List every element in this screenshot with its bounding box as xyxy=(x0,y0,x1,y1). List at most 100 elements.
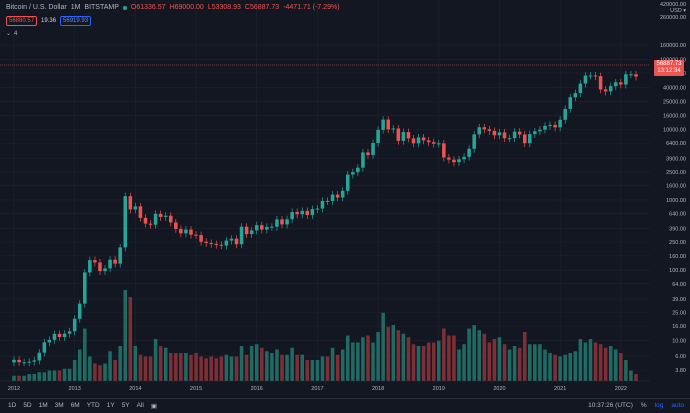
volume-bar xyxy=(123,290,128,381)
candle-body xyxy=(512,131,517,139)
range-button[interactable]: 6M xyxy=(70,402,80,409)
candle-body xyxy=(37,352,42,361)
chart-grid xyxy=(0,0,650,381)
volume-bar xyxy=(72,360,77,381)
volume-bar xyxy=(406,337,411,381)
candle-body xyxy=(376,129,380,144)
volume-bar xyxy=(416,346,421,381)
volume-bar xyxy=(179,353,183,381)
candle-body xyxy=(411,138,416,144)
time-axis-label: 2021 xyxy=(554,386,566,392)
candle-body xyxy=(209,242,213,244)
bar-countdown: 13:12:34 xyxy=(657,68,681,74)
candle-body xyxy=(361,152,365,168)
candle-body xyxy=(32,360,36,362)
interval-label[interactable]: 1M xyxy=(70,4,81,11)
candle-body xyxy=(47,339,52,343)
buy-price-button[interactable]: 56919.93 xyxy=(60,16,92,26)
candle-body xyxy=(199,235,203,242)
volume-bar xyxy=(27,374,31,381)
volume-bar xyxy=(634,374,638,381)
candle-body xyxy=(305,210,310,216)
time-axis-label: 2012 xyxy=(8,386,20,392)
percent-scale-toggle[interactable]: % xyxy=(640,402,647,409)
volume-bar xyxy=(522,332,527,381)
candle-body xyxy=(467,148,471,157)
candle-body xyxy=(371,143,375,155)
range-button[interactable]: 3M xyxy=(54,402,64,409)
range-button[interactable]: 5D xyxy=(23,402,32,409)
candle-body xyxy=(340,190,345,198)
log-scale-toggle[interactable]: log xyxy=(654,402,664,409)
candle-body xyxy=(603,89,608,92)
candle-body xyxy=(629,74,633,76)
candle-body xyxy=(158,213,163,217)
volume-bar xyxy=(578,339,583,381)
price-axis-label: 6400.00 xyxy=(666,141,686,147)
range-button[interactable]: 5Y xyxy=(121,402,130,409)
candle-body xyxy=(386,119,390,130)
volume-bar xyxy=(442,328,446,381)
range-button[interactable]: 1M xyxy=(38,402,48,409)
time-axis[interactable]: 2012 2013 2014 2015 2016 2017 2018 2019 2020 2021… xyxy=(0,380,650,392)
candle-body xyxy=(356,167,360,173)
price-axis-label: 390.00 xyxy=(669,227,686,233)
price-axis-label: 100.00 xyxy=(669,268,686,274)
volume-bar xyxy=(588,339,593,381)
range-button[interactable]: 1D xyxy=(8,402,17,409)
volume-bars xyxy=(12,290,638,381)
volume-bar xyxy=(214,358,219,381)
volume-bar xyxy=(366,335,370,381)
candle-body xyxy=(244,226,249,235)
time-axis-label: 2019 xyxy=(433,386,445,392)
last-price-value: 56887.73 xyxy=(656,61,682,67)
candle-body xyxy=(533,131,537,135)
indicators-toggle[interactable]: ⌄ 4 xyxy=(6,30,18,38)
candle-body xyxy=(290,211,294,220)
volume-bar xyxy=(320,356,325,381)
sell-price-button[interactable]: 56880.57 xyxy=(6,16,38,26)
auto-scale-toggle[interactable]: auto xyxy=(671,402,684,409)
candle-body xyxy=(345,174,350,191)
symbol-name[interactable]: Bitcoin / U.S. Dollar xyxy=(6,4,67,11)
volume-bar xyxy=(57,370,62,381)
volume-bar xyxy=(194,353,198,381)
volume-bar xyxy=(543,349,547,381)
volume-bar xyxy=(204,358,208,381)
time-axis-label: 2020 xyxy=(493,386,505,392)
range-button[interactable]: All xyxy=(136,402,144,409)
volume-bar xyxy=(128,297,133,381)
volume-bar xyxy=(295,354,299,381)
volume-bar xyxy=(386,326,390,381)
utc-clock[interactable]: 10:37:26 (UTC) xyxy=(588,402,633,409)
candle-body xyxy=(72,318,77,332)
volume-bar xyxy=(118,346,122,381)
candle-body xyxy=(492,130,497,136)
legend-header: Bitcoin / U.S. Dollar 1M BITSTAMP O61336… xyxy=(6,4,340,11)
price-axis-label: 40000.00 xyxy=(663,85,686,91)
scale-controls: 10:37:26 (UTC) % log auto xyxy=(588,402,684,409)
range-button[interactable]: 1Y xyxy=(106,402,115,409)
volume-bar xyxy=(98,365,102,381)
candle-body xyxy=(229,238,234,241)
range-button[interactable]: YTD xyxy=(86,402,100,409)
volume-bar xyxy=(184,353,188,381)
time-axis-label: 2017 xyxy=(311,386,323,392)
candle-body xyxy=(234,238,239,245)
volume-bar xyxy=(356,342,360,381)
calendar-icon[interactable]: ▣ xyxy=(150,403,158,410)
candle-body xyxy=(578,83,583,94)
candle-body xyxy=(543,125,547,130)
volume-bar xyxy=(199,356,203,381)
candle-body xyxy=(406,132,411,139)
candle-body xyxy=(285,219,289,225)
candle-body xyxy=(452,159,456,163)
candle-body xyxy=(27,361,31,363)
indicator-count: 4 xyxy=(14,30,18,37)
volume-bar xyxy=(93,363,97,381)
volume-bar xyxy=(598,344,603,381)
candle-body xyxy=(194,234,198,236)
candle-body xyxy=(113,259,117,264)
volume-bar xyxy=(533,344,537,381)
